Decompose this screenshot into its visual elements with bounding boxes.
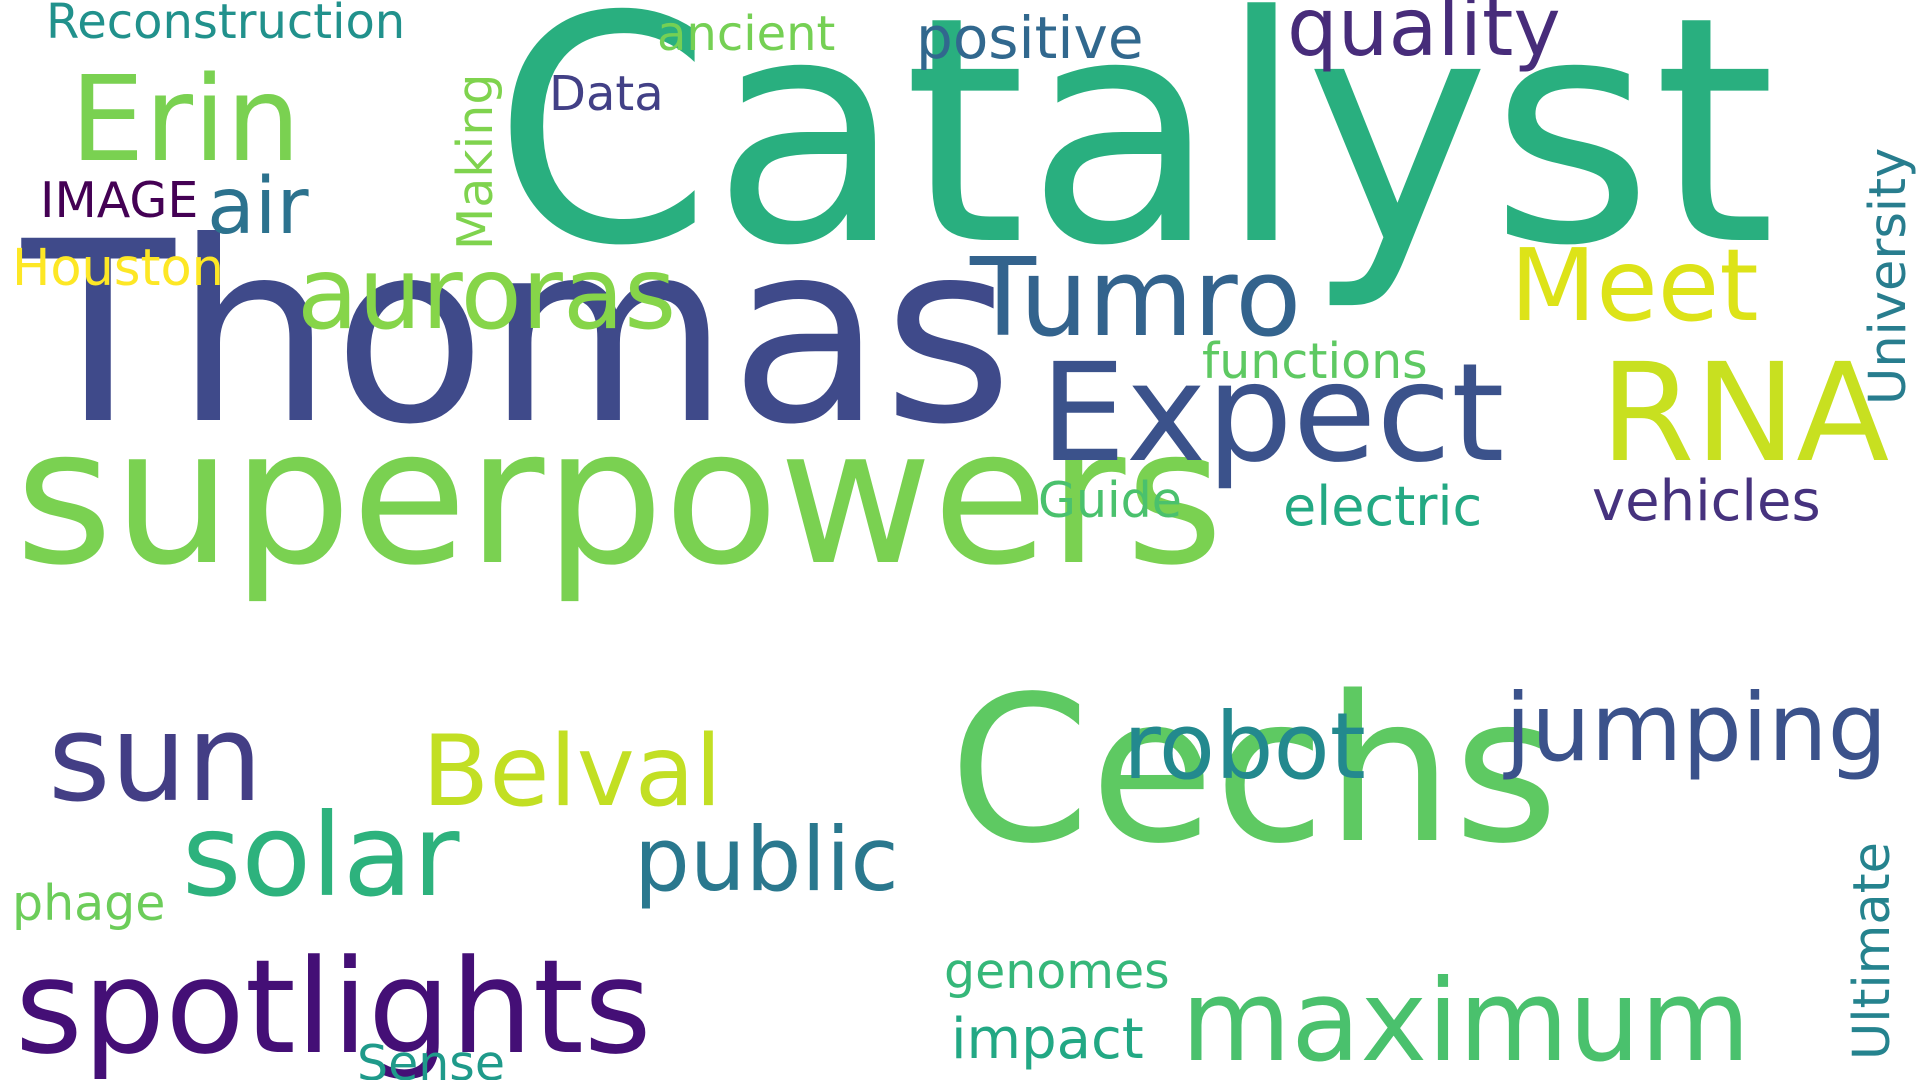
cloud-word-guide: Guide: [1038, 472, 1182, 529]
cloud-word-phage: phage: [12, 875, 165, 932]
cloud-word-solar: solar: [182, 789, 460, 922]
cloud-word-erin: Erin: [70, 50, 301, 188]
cloud-word-air: air: [207, 162, 309, 252]
cloud-word-thomas: Thomas: [21, 188, 1013, 479]
cloud-word-functions: functions: [1202, 333, 1428, 390]
cloud-word-data: Data: [549, 66, 664, 122]
cloud-word-cechs: Cechs: [949, 652, 1559, 888]
cloud-word-reconstruction: Reconstruction: [46, 0, 405, 50]
cloud-word-jumping: jumping: [1503, 674, 1887, 783]
cloud-word-ancient: ancient: [657, 6, 835, 62]
cloud-word-maximum: maximum: [1181, 955, 1750, 1080]
cloud-word-ultimate: Ultimate: [1843, 842, 1902, 1060]
cloud-word-catalyst: Catalyst: [493, 0, 1776, 314]
cloud-word-image: IMAGE: [40, 172, 198, 229]
cloud-word-genomes: genomes: [944, 943, 1170, 1000]
cloud-word-tumro: Tumro: [969, 236, 1301, 361]
cloud-word-robot: robot: [1123, 693, 1366, 800]
cloud-word-superpowers: superpowers: [15, 388, 1223, 607]
cloud-word-positive: positive: [916, 4, 1144, 72]
cloud-word-university: University: [1859, 148, 1918, 405]
cloud-word-meet: Meet: [1510, 227, 1759, 344]
cloud-word-vehicles: vehicles: [1592, 469, 1821, 534]
cloud-word-rna: RNA: [1600, 335, 1889, 493]
cloud-word-quality: quality: [1287, 0, 1561, 74]
cloud-word-auroras: auroras: [297, 235, 676, 352]
cloud-word-expect: Expect: [1040, 335, 1505, 493]
cloud-word-belval: Belval: [422, 715, 722, 829]
cloud-word-sun: sun: [48, 690, 263, 829]
cloud-word-houston: Houston: [12, 239, 224, 298]
cloud-word-electric: electric: [1283, 475, 1482, 538]
cloud-word-spotlights: spotlights: [15, 931, 652, 1080]
cloud-word-sense: Sense: [357, 1035, 505, 1080]
cloud-word-making: Making: [447, 74, 504, 250]
cloud-word-public: public: [634, 808, 899, 911]
cloud-word-impact: impact: [951, 1007, 1144, 1072]
